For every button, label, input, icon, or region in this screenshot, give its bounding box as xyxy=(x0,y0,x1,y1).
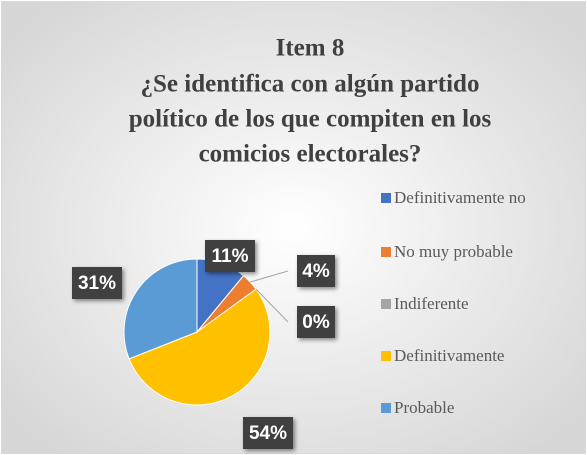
data-label-box xyxy=(72,267,122,299)
legend-swatch xyxy=(381,299,391,309)
data-label: 54% xyxy=(249,423,287,444)
legend-label: Definitivamente xyxy=(394,346,504,365)
data-label-box xyxy=(205,240,255,272)
chart-title-line: político de los que compiten en los xyxy=(129,106,492,133)
data-label-box xyxy=(297,306,335,338)
legend-label: Definitivamente no xyxy=(394,188,526,207)
legend-swatch xyxy=(381,403,391,413)
data-label: 31% xyxy=(78,273,116,294)
leader-line xyxy=(255,288,289,323)
pie-slice xyxy=(128,288,271,406)
leader-line xyxy=(250,270,289,283)
data-label: 0% xyxy=(302,312,330,333)
legend-swatch xyxy=(381,351,391,361)
chart-title-line: comicios electorales? xyxy=(199,141,422,168)
legend-label: Indiferente xyxy=(394,294,469,313)
pie-slice xyxy=(123,258,198,360)
data-label-box xyxy=(243,417,293,449)
chart-title: Item 8 ¿Se identifica con algún partido po… xyxy=(129,35,492,168)
chart-title-line: Item 8 xyxy=(276,35,345,62)
data-label-box xyxy=(297,255,335,287)
legend-swatch xyxy=(381,193,391,203)
legend-label: No muy probable xyxy=(394,242,513,261)
legend-label: Probable xyxy=(394,398,454,417)
data-label: 4% xyxy=(302,261,330,282)
data-label: 11% xyxy=(212,246,249,267)
chart-title-line: ¿Se identifica con algún partido xyxy=(141,71,480,98)
legend-swatch xyxy=(381,247,391,257)
